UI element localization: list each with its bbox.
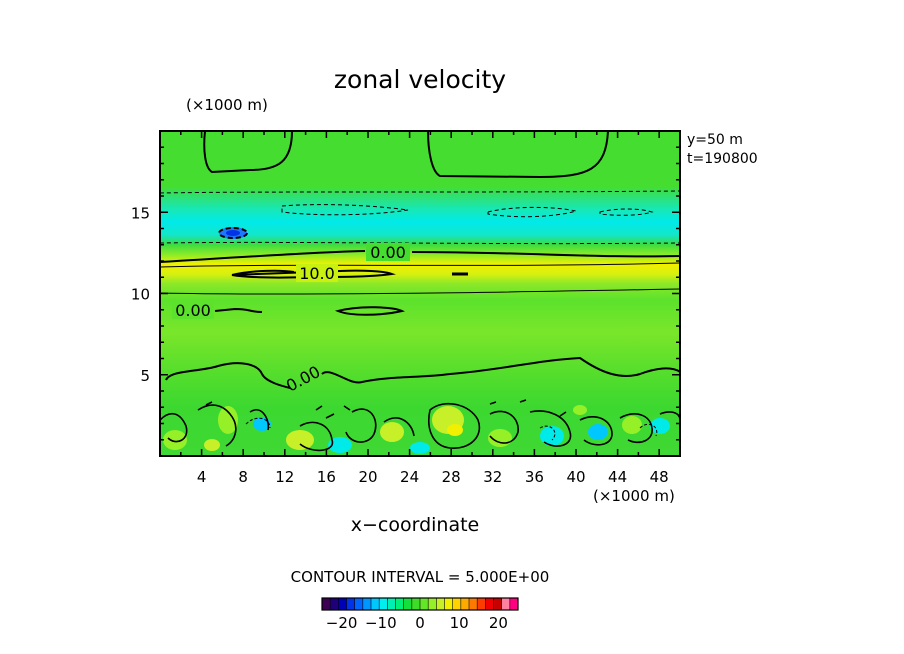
x-tick-label: 8 [238,468,248,486]
colorbar-swatch [387,598,396,610]
colorbar-swatch [436,598,445,610]
x-tick-label: 24 [400,468,419,486]
x-axis-unit: (×1000 m) [593,487,675,505]
chart-title: zonal velocity [334,65,506,94]
x-tick-label: 16 [317,468,336,486]
x-tick-label: 4 [197,468,207,486]
x-tick-label: 12 [275,468,294,486]
colorbar-tick-label: 20 [489,614,508,632]
colorbar-swatch [379,598,388,610]
x-axis-label: x−coordinate [351,514,480,536]
colorbar-swatch [395,598,404,610]
contour-labels: 0.00 10.0 0.00 0.00 [172,243,410,396]
y-tick-label: 5 [140,367,150,385]
contour-label: 0.00 [175,301,211,320]
colorbar-swatch [452,598,462,610]
colorbar-tick-label: 10 [450,614,469,632]
colorbar-swatch [420,598,429,610]
x-tick-label: 28 [442,468,461,486]
colorbar-swatch [444,598,453,610]
contour-label: 0.00 [370,243,406,262]
x-tick-label: 36 [525,468,544,486]
x-tick-label: 44 [608,468,627,486]
x-axis: 4 8 12 16 20 24 28 32 36 40 44 48 [180,131,681,486]
colorbar-tick-label: −10 [365,614,397,632]
colorbar-swatch [354,598,364,610]
colorbar-swatch [411,598,421,610]
contour-interval: CONTOUR INTERVAL = 5.000E+00 [291,568,550,586]
turbulence-patches [163,405,670,454]
colorbar-swatch [485,598,494,610]
x-tick-label: 40 [566,468,585,486]
x-tick-label: 20 [358,468,377,486]
colorbar-swatch [403,598,413,610]
colorbar-swatch [371,598,380,610]
info-y-level: y=50 m [687,132,743,148]
colorbar-swatch [338,598,347,610]
y-tick-label: 10 [131,286,150,304]
colorbar-tick-label: 0 [415,614,425,632]
y-axis-unit: (×1000 m) [186,96,268,114]
plot-area: 0.00 10.0 0.00 0.00 [160,131,680,456]
colorbar-swatch [469,598,478,610]
colorbar-swatch [322,598,331,610]
contour-label: 10.0 [299,264,335,283]
colorbar-swatch [493,598,502,610]
colorbar: −20 −10 0 10 20 [321,597,519,632]
colorbar-swatch [346,598,355,610]
info-time: t=190800 [687,151,758,167]
colorbar-swatch [362,598,372,610]
colorbar-swatch [477,598,486,610]
contour-lines [160,131,680,452]
x-tick-label: 48 [650,468,669,486]
colorbar-swatch [460,598,470,610]
y-tick-label: 15 [131,204,150,222]
colorbar-swatch [509,598,519,610]
y-axis: 5 10 15 [131,146,680,441]
x-tick-label: 32 [483,468,502,486]
colorbar-tick-label: −20 [326,614,358,632]
colorbar-swatch [428,598,437,610]
colorbar-swatch [330,598,339,610]
colorbar-swatch [501,598,511,610]
